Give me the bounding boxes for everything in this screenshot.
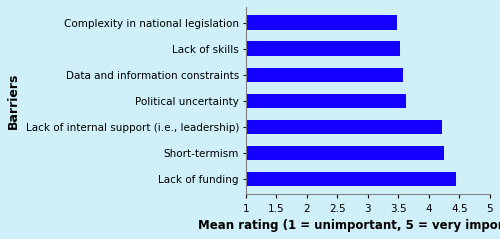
Bar [246,42,400,56]
Bar [246,93,406,108]
Bar [246,120,442,134]
Y-axis label: Barriers: Barriers [7,72,20,129]
Bar [246,16,397,30]
Bar [246,172,456,186]
Bar [246,146,444,160]
X-axis label: Mean rating (1 = unimportant, 5 = very important): Mean rating (1 = unimportant, 5 = very i… [198,219,500,232]
Bar [246,68,403,82]
